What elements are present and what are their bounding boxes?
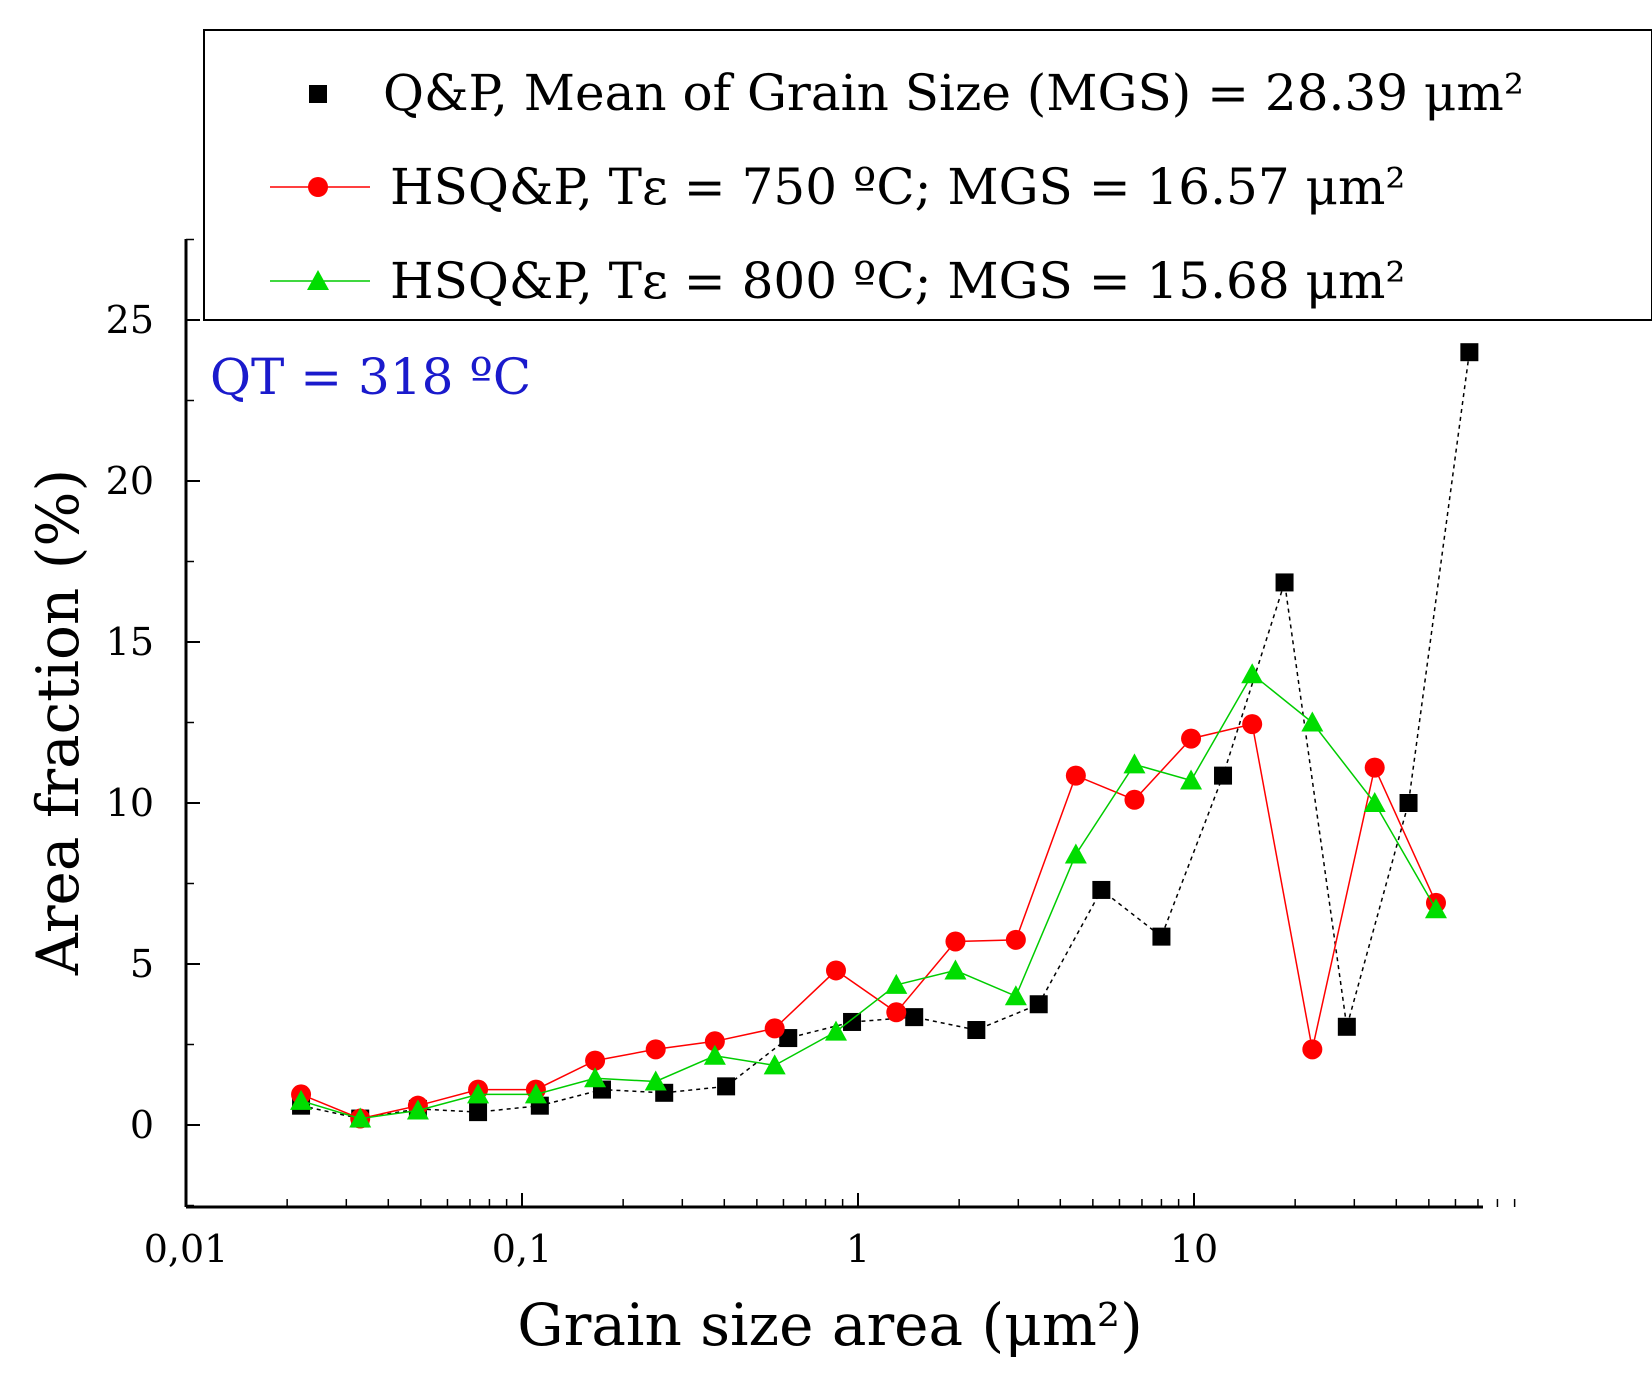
data-point <box>1124 789 1145 810</box>
axis-ticks: 0,01 0,1 1 10 0 5 10 15 20 25 <box>106 238 1516 1271</box>
data-point <box>644 1070 667 1091</box>
data-point <box>1241 663 1264 684</box>
data-point <box>1029 995 1048 1014</box>
legend: Q&P, Mean of Grain Size (MGS) = 28.39 μm… <box>203 29 1652 321</box>
legend-label-hsqp-750: HSQ&P, Tε = 750 ºC; MGS = 16.57 μm² <box>390 158 1405 216</box>
data-point <box>1180 769 1203 790</box>
data-point <box>703 1044 726 1065</box>
legend-marker-hsqp-800 <box>307 270 329 290</box>
data-point <box>584 1067 607 1088</box>
data-point <box>764 1018 785 1039</box>
legend-symbols <box>270 85 370 290</box>
x-tick-label: 1 <box>846 1227 870 1271</box>
data-point <box>905 1008 924 1027</box>
legend-marker-hsqp-750 <box>308 177 328 197</box>
x-tick-label: 0,1 <box>492 1227 552 1271</box>
y-tick-label: 25 <box>106 298 154 342</box>
data-point <box>1005 929 1026 950</box>
data-point <box>1460 343 1479 362</box>
data-point <box>1214 766 1233 785</box>
data-point <box>1152 927 1171 946</box>
data-point <box>779 1029 798 1048</box>
x-tick-label: 0,01 <box>144 1227 229 1271</box>
data-point <box>467 1083 490 1104</box>
data-point <box>469 1103 488 1122</box>
legend-box <box>203 29 1652 321</box>
y-tick-label: 20 <box>106 459 154 503</box>
data-point <box>349 1107 372 1128</box>
data-point <box>585 1050 606 1071</box>
data-point <box>717 1077 736 1096</box>
annotation-qt: QT = 318 ºC <box>210 348 531 406</box>
series-line <box>300 723 1437 1120</box>
data-point <box>824 1020 847 1041</box>
y-tick-label: 10 <box>106 781 154 825</box>
data-point <box>406 1099 429 1120</box>
data-point <box>1275 573 1294 592</box>
data-point <box>1363 792 1386 812</box>
data-point <box>1242 714 1263 735</box>
data-point <box>524 1083 547 1104</box>
series-1 <box>291 714 1446 1129</box>
data-point <box>967 1021 986 1040</box>
data-point <box>704 1031 725 1052</box>
y-tick-label: 5 <box>130 942 154 986</box>
data-point <box>1301 711 1324 732</box>
series-line <box>300 673 1437 1120</box>
x-tick-label: 10 <box>1170 1227 1218 1271</box>
data-point <box>1302 1039 1323 1060</box>
legend-label-qp: Q&P, Mean of Grain Size (MGS) = 28.39 μm… <box>383 64 1524 122</box>
series-layer <box>290 343 1479 1129</box>
data-point <box>1092 880 1111 899</box>
data-point <box>1424 898 1447 919</box>
series-line <box>300 352 1471 1120</box>
data-point <box>1399 794 1418 812</box>
data-point <box>1065 765 1086 786</box>
legend-marker-qp <box>309 85 327 103</box>
legend-label-hsqp-800: HSQ&P, Tε = 800 ºC; MGS = 15.68 μm² <box>390 252 1405 310</box>
data-point <box>1181 728 1202 749</box>
data-point <box>945 931 966 952</box>
x-axis-title: Grain size area (μm²) <box>517 1291 1142 1359</box>
data-point <box>885 973 908 994</box>
y-axis-title: Area fraction (%) <box>24 469 92 976</box>
data-point <box>944 959 967 980</box>
y-tick-label: 0 <box>130 1103 154 1147</box>
data-point <box>1004 985 1027 1006</box>
data-point <box>763 1054 786 1075</box>
data-point <box>1123 753 1146 774</box>
data-point <box>290 1089 313 1110</box>
data-point <box>645 1039 666 1060</box>
y-tick-label: 15 <box>106 620 154 664</box>
data-point <box>886 1002 907 1023</box>
data-point <box>825 960 846 981</box>
data-point <box>1064 843 1087 864</box>
series-2 <box>290 663 1447 1128</box>
data-point <box>843 1012 862 1031</box>
series-0 <box>292 343 1479 1128</box>
data-point <box>1364 757 1385 778</box>
data-point <box>1337 1017 1356 1036</box>
